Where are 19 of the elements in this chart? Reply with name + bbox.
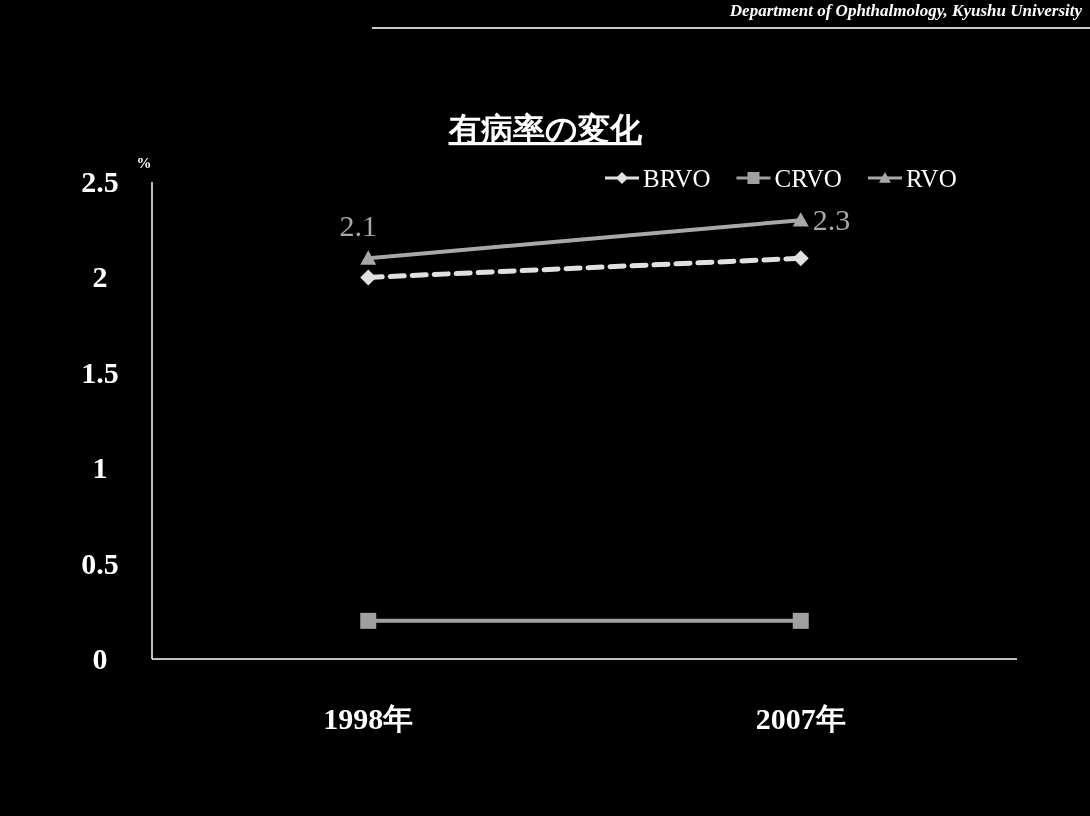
y-tick-label: 0 <box>92 642 108 675</box>
legend-label: CRVO <box>774 165 842 192</box>
y-tick-label: 2.5 <box>81 165 119 198</box>
y-tick-label: 1.5 <box>81 355 119 389</box>
chart-title: 有病率の変化 <box>447 110 643 148</box>
point <box>360 612 377 629</box>
data-label: 2.3 <box>812 203 851 237</box>
y-axis-title: % <box>136 155 152 171</box>
point <box>360 269 377 286</box>
y-tick-label: 0.5 <box>81 546 119 580</box>
y-tick-label: 1 <box>92 451 108 485</box>
x-tick-label: 1998年 <box>323 702 414 735</box>
y-tick-label: 2 <box>92 260 108 294</box>
legend-label: RVO <box>905 165 957 192</box>
x-tick-label: 2007年 <box>755 702 846 735</box>
data-label: 2.1 <box>339 209 377 243</box>
annotation: Department of Ophthalmology, Kyushu University <box>729 1 1082 20</box>
legend-label: BRVO <box>643 165 711 192</box>
point <box>792 612 809 629</box>
